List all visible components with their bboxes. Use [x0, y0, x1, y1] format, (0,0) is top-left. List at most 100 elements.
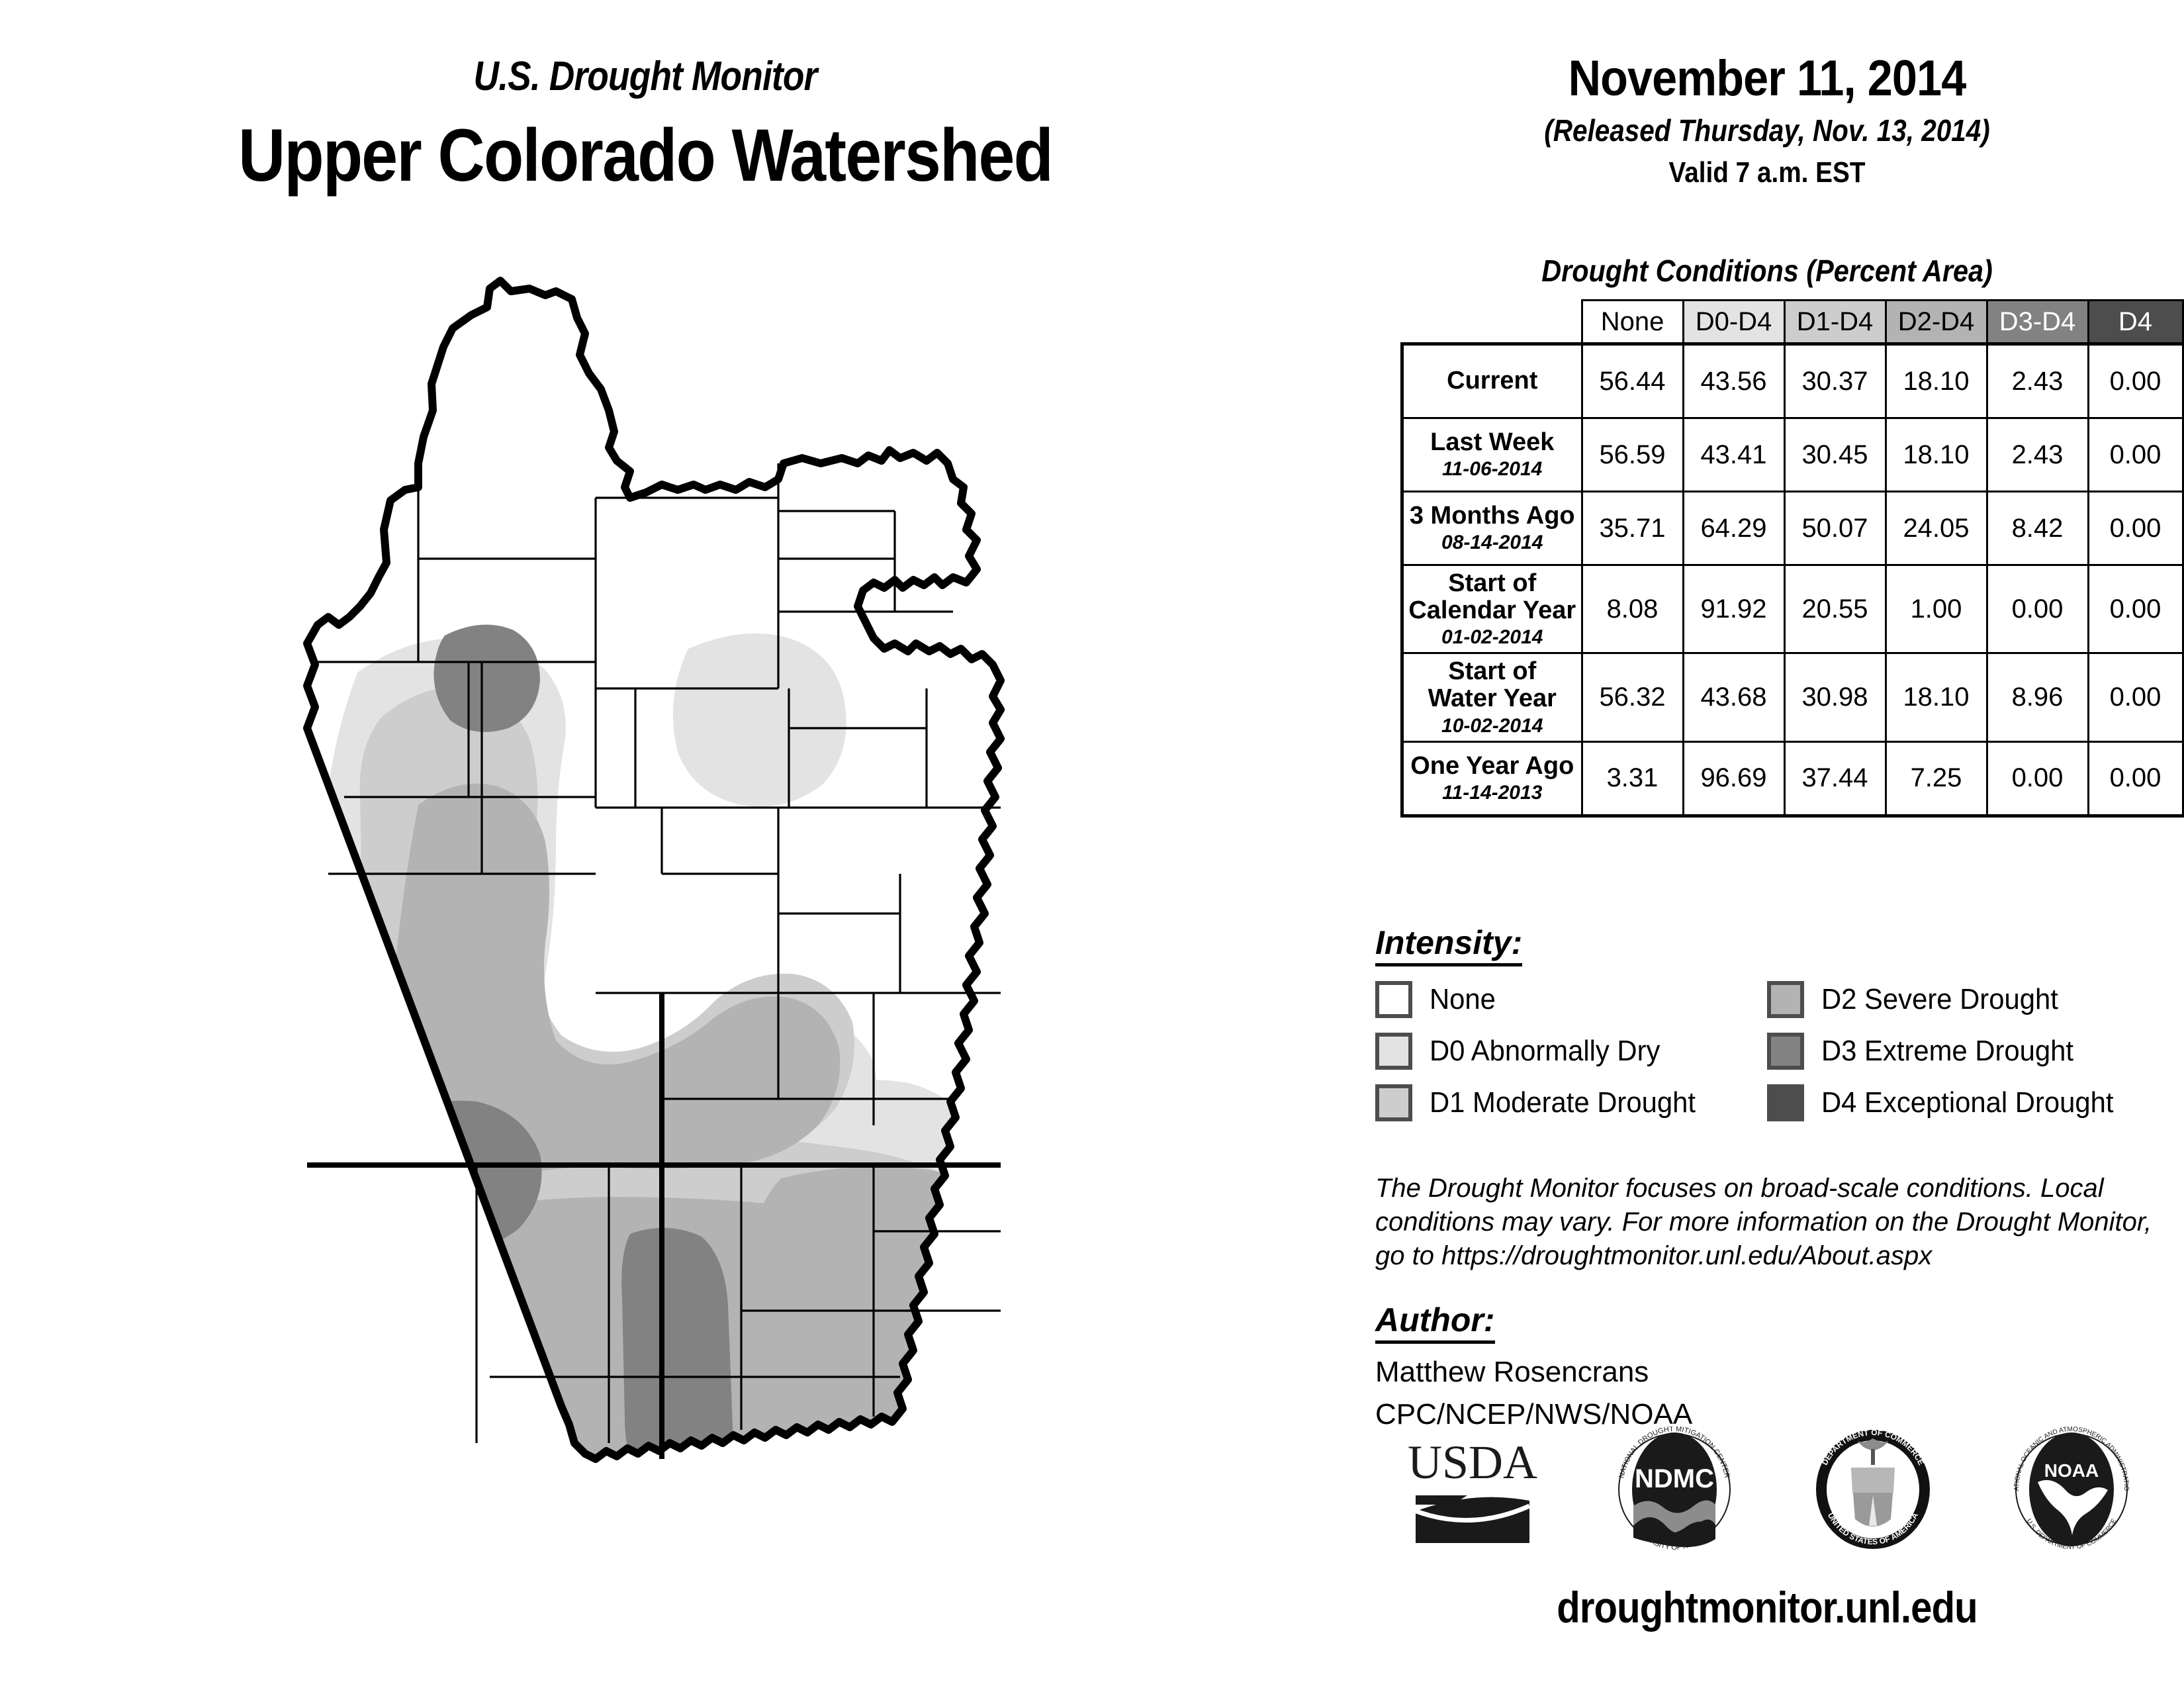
- table-cell: 7.25: [1884, 740, 1988, 818]
- table-cell: 91.92: [1682, 563, 1786, 655]
- table-cell: 18.10: [1884, 417, 1988, 492]
- legend-item-d0-abnormally-dry: D0 Abnormally Dry: [1375, 1033, 1672, 1070]
- map-panel: U.S. Drought Monitor Upper Colorado Wate…: [159, 54, 1191, 1575]
- page-title: Upper Colorado Watershed: [238, 114, 1054, 197]
- watershed-map[interactable]: [159, 252, 1191, 1575]
- ndmc-logo: NDMC NATIONAL DROUGHT MITIGATION CENTER …: [1618, 1427, 1731, 1552]
- table-cell: 0.00: [2087, 563, 2184, 655]
- table-cell: 30.45: [1783, 417, 1887, 492]
- legend-item-d4-exceptional-drought: D4 Exceptional Drought: [1767, 1084, 2129, 1121]
- svg-text:NOAA: NOAA: [2044, 1460, 2099, 1481]
- legend-label: D1 Moderate Drought: [1430, 1086, 1696, 1119]
- valid-time: Valid 7 a.m. EST: [1668, 156, 1866, 189]
- table-row-label: 3 Months Ago 08-14-2014: [1400, 491, 1583, 566]
- table-row: One Year Ago 11-14-2013 3.31 96.69 37.44 7.25…: [1400, 740, 2184, 818]
- svg-text:NDMC: NDMC: [1635, 1464, 1714, 1493]
- table-row-label: Start of Calendar Year 01-02-2014: [1400, 563, 1583, 655]
- table-cell: 43.56: [1682, 342, 1786, 419]
- intensity-heading: Intensity:: [1375, 923, 1523, 966]
- table-cell: 1.00: [1884, 563, 1988, 655]
- table-cell: 18.10: [1884, 342, 1988, 419]
- table-cell: 24.05: [1884, 491, 1988, 566]
- info-panel: November 11, 2014 (Released Thursday, No…: [1350, 0, 2184, 1688]
- table-row: Start of Water Year 10-02-2014 56.32 43.68 30…: [1400, 652, 2184, 743]
- noaa-logo: NOAA NATIONAL OCEANIC AND ATMOSPHERIC AD…: [2009, 1427, 2130, 1551]
- author-heading: Author:: [1375, 1301, 1495, 1344]
- table-cell: 64.29: [1682, 491, 1786, 566]
- table-cell: 96.69: [1682, 740, 1786, 818]
- legend-item-d2-severe-drought: D2 Severe Drought: [1767, 981, 2071, 1018]
- legend-swatch: [1375, 1084, 1412, 1121]
- table-row-date: 10-02-2014: [1441, 714, 1543, 737]
- table-cell: 0.00: [2087, 417, 2184, 492]
- table-header-d0-d4: D0-D4: [1682, 299, 1786, 345]
- table-header-none: None: [1580, 299, 1684, 345]
- table-row-date: 01-02-2014: [1441, 626, 1543, 649]
- table-cell: 0.00: [2087, 491, 2184, 566]
- table-cell: 2.43: [1985, 342, 2089, 419]
- table-cell: 30.98: [1783, 652, 1887, 743]
- table-cell: 0.00: [1985, 740, 2089, 818]
- table-row-label: Current: [1400, 342, 1583, 419]
- table-cell: 43.41: [1682, 417, 1786, 492]
- legend-item-d3-extreme-drought: D3 Extreme Drought: [1767, 1033, 2087, 1070]
- author-name: Matthew Rosencrans: [1375, 1356, 1649, 1388]
- table-cell: 56.59: [1580, 417, 1684, 492]
- partner-logos: USDA NDMC NATIONAL DROUGHT MITIGATION CE…: [1370, 1423, 2171, 1556]
- legend-swatch: [1767, 1084, 1804, 1121]
- legend-label: D4 Exceptional Drought: [1821, 1086, 2114, 1119]
- table-cell: 0.00: [2087, 342, 2184, 419]
- table-header-d4: D4: [2087, 299, 2184, 345]
- report-date: November 11, 2014: [1568, 50, 1967, 107]
- table-row-label: One Year Ago 11-14-2013: [1400, 740, 1583, 818]
- site-url[interactable]: droughtmonitor.unl.edu: [1557, 1583, 1978, 1632]
- legend-swatch: [1375, 981, 1412, 1018]
- disclaimer-text: The Drought Monitor focuses on broad-sca…: [1375, 1174, 2152, 1271]
- drought-conditions-table: None D0-D4 D1-D4 D2-D4 D3-D4 D4 Current 56.44 43…: [1400, 299, 2184, 818]
- usda-logo: USDA: [1408, 1436, 1537, 1543]
- legend-item-d1-moderate-drought: D1 Moderate Drought: [1375, 1084, 1709, 1121]
- table-cell: 56.32: [1580, 652, 1684, 743]
- table-cell: 0.00: [2087, 740, 2184, 818]
- table-cell: 50.07: [1783, 491, 1887, 566]
- table-row-date: 08-14-2014: [1441, 532, 1543, 554]
- table-row: Last Week 11-06-2014 56.59 43.41 30.45 18.10 2…: [1400, 417, 2184, 492]
- table-row: Current 56.44 43.56 30.37 18.10 2.43 0.00: [1400, 342, 2184, 419]
- table-cell: 43.68: [1682, 652, 1786, 743]
- table-cell: 3.31: [1580, 740, 1684, 818]
- watershed-outline: [303, 277, 1005, 1463]
- table-cell: 18.10: [1884, 652, 1988, 743]
- table-cell: 0.00: [2087, 652, 2184, 743]
- table-header-d1-d4: D1-D4: [1783, 299, 1887, 345]
- release-date: (Released Thursday, Nov. 13, 2014): [1544, 113, 1990, 148]
- table-row-label: Start of Water Year 10-02-2014: [1400, 652, 1583, 743]
- table-row: Start of Calendar Year 01-02-2014 8.08 91.92…: [1400, 563, 2184, 655]
- drought-area-d0-wyoming: [672, 633, 846, 807]
- table-row-label: Last Week 11-06-2014: [1400, 417, 1583, 492]
- svg-text:USDA: USDA: [1408, 1436, 1537, 1489]
- table-header-d2-d4: D2-D4: [1884, 299, 1988, 345]
- table-cell: 35.71: [1580, 491, 1684, 566]
- table-row-date: 11-06-2014: [1442, 458, 1543, 481]
- legend-label: D0 Abnormally Dry: [1430, 1035, 1661, 1067]
- table-cell: 56.44: [1580, 342, 1684, 419]
- drought-area-d3-band: [621, 1227, 733, 1459]
- legend-swatch: [1767, 981, 1804, 1018]
- table-caption: Drought Conditions (Percent Area): [1541, 254, 1993, 288]
- drought-area-d2-central: [393, 783, 841, 1178]
- table-cell: 2.43: [1985, 417, 2089, 492]
- table-corner-blank: [1402, 301, 1582, 344]
- map-svg[interactable]: [159, 252, 1191, 1575]
- page-subtitle: U.S. Drought Monitor: [473, 54, 818, 99]
- table-row-date: 11-14-2013: [1442, 782, 1543, 804]
- table-cell: 8.42: [1985, 491, 2089, 566]
- table-header-d3-d4: D3-D4: [1985, 299, 2089, 345]
- legend-swatch: [1375, 1033, 1412, 1070]
- table-cell: 20.55: [1783, 563, 1887, 655]
- legend-item-none: None: [1375, 981, 1499, 1018]
- table-row: 3 Months Ago 08-14-2014 35.71 64.29 50.07 24.…: [1400, 491, 2184, 566]
- legend-label: D3 Extreme Drought: [1821, 1035, 2074, 1067]
- legend-label: None: [1430, 983, 1496, 1015]
- table-cell: 8.08: [1580, 563, 1684, 655]
- legend-label: D2 Severe Drought: [1821, 983, 2058, 1015]
